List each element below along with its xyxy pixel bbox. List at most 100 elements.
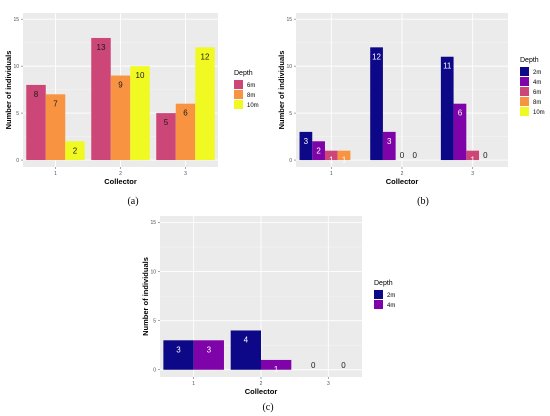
legend-key-2m <box>520 67 529 76</box>
legend-key-2m <box>374 290 383 299</box>
legend-key-6m <box>520 87 529 96</box>
bar-6m-collector-2 <box>91 37 111 161</box>
x-axis-title: Collector <box>104 177 137 186</box>
bar-value-label: 1 <box>342 156 347 165</box>
bar-4m-collector-2 <box>261 359 292 370</box>
bar-value-label: 13 <box>97 43 106 52</box>
bar-value-label: 12 <box>201 52 210 61</box>
bar-value-label: 8 <box>34 90 39 99</box>
bar-value-label: 1 <box>329 156 334 165</box>
y-axis-title: Number of individuals <box>141 257 150 336</box>
x-tick-label: 3 <box>184 171 187 177</box>
bar-6m-collector-3 <box>156 113 176 161</box>
legend: Depth 2m 4m <box>374 280 395 309</box>
legend-label: 2m <box>533 70 541 76</box>
bar-2m-collector-2 <box>370 47 383 161</box>
panel-caption: (a) <box>127 196 138 207</box>
panel-caption: (c) <box>262 402 273 413</box>
bar-4m-collector-1 <box>312 141 325 161</box>
bar-value-label: 0 <box>412 151 417 160</box>
bar-value-label: 0 <box>311 361 316 370</box>
bar-6m-collector-3 <box>466 150 480 161</box>
bar-value-label: 12 <box>372 52 381 61</box>
legend-key-4m <box>374 300 383 309</box>
x-tick-label: 2 <box>260 381 263 387</box>
bar-8m-collector-3 <box>175 103 196 161</box>
y-tick-label: 15 <box>13 17 19 23</box>
y-axis-title: Number of individuals <box>4 51 13 130</box>
legend-title: Depth <box>374 280 393 287</box>
x-tick-label: 2 <box>119 171 122 177</box>
y-tick-label: 0 <box>289 158 292 164</box>
x-tick-label: 1 <box>54 171 57 177</box>
bar-2m-collector-1 <box>299 131 313 161</box>
bar-value-label: 3 <box>176 345 181 354</box>
legend-title: Depth <box>234 70 253 77</box>
legend-label: 8m <box>247 93 255 99</box>
bar-6m-collector-1 <box>324 150 338 161</box>
y-tick-label: 15 <box>150 220 156 226</box>
bar-8m-collector-2 <box>110 75 131 161</box>
y-tick-label: 0 <box>153 368 156 374</box>
bar-8m-collector-1 <box>337 150 351 161</box>
bar-2m-collector-3 <box>440 56 454 161</box>
bar-value-label: 6 <box>183 109 188 118</box>
legend-label: 6m <box>533 90 541 96</box>
y-tick-label: 5 <box>153 318 156 324</box>
legend-label: 8m <box>533 100 541 106</box>
legend-key-8m <box>234 90 243 99</box>
bar-2m-collector-2 <box>230 330 261 370</box>
y-tick-label: 5 <box>289 111 292 117</box>
bar-value-label: 3 <box>387 137 392 146</box>
legend-label: 2m <box>387 293 395 299</box>
y-tick-label: 10 <box>13 64 19 70</box>
legend-key-10m <box>234 100 243 109</box>
bar-value-label: 11 <box>443 62 452 71</box>
legend-key-4m <box>520 77 529 86</box>
bar-6m-collector-1 <box>26 84 46 161</box>
legend-key-6m <box>234 80 243 89</box>
bar-8m-collector-1 <box>45 94 66 161</box>
bar-value-label: 10 <box>136 71 145 80</box>
legend-key-10m <box>520 107 529 116</box>
y-tick-label: 10 <box>286 64 292 70</box>
bar-10m-collector-1 <box>65 141 85 161</box>
panel-caption: (b) <box>417 196 429 207</box>
bar-10m-collector-2 <box>130 66 150 161</box>
legend-title: Depth <box>520 57 539 64</box>
legend: Depth 6m 8m 10m <box>234 70 259 109</box>
bar-value-label: 5 <box>164 118 169 127</box>
bar-value-label: 9 <box>118 81 123 90</box>
bar-value-label: 4 <box>244 335 249 344</box>
legend-key-8m <box>520 97 529 106</box>
y-tick-label: 10 <box>150 269 156 275</box>
legend-label: 4m <box>533 80 541 86</box>
x-tick-label: 3 <box>327 381 330 387</box>
y-axis-title: Number of individuals <box>277 51 286 130</box>
bar-value-label: 6 <box>458 109 463 118</box>
legend-label: 10m <box>247 103 259 109</box>
legend: Depth 2m 4m 6m 8m 10m <box>520 57 545 116</box>
bar-4m-collector-2 <box>382 131 396 161</box>
bar-value-label: 3 <box>207 345 212 354</box>
bar-value-label: 1 <box>470 156 475 165</box>
bar-value-label: 0 <box>341 361 346 370</box>
bar-value-label: 0 <box>400 151 405 160</box>
x-tick-label: 1 <box>330 171 333 177</box>
bar-4m-collector-3 <box>453 103 467 161</box>
bar-value-label: 3 <box>304 137 309 146</box>
y-tick-label: 0 <box>16 158 19 164</box>
y-tick-label: 15 <box>286 17 292 23</box>
bar-value-label: 0 <box>483 151 488 160</box>
legend-label: 10m <box>533 110 545 116</box>
legend-label: 6m <box>247 83 255 89</box>
bar-value-label: 7 <box>53 99 58 108</box>
x-axis-title: Collector <box>386 177 419 186</box>
x-tick-label: 1 <box>192 381 195 387</box>
legend-label: 4m <box>387 303 395 309</box>
x-tick-label: 2 <box>401 171 404 177</box>
x-tick-label: 3 <box>471 171 474 177</box>
